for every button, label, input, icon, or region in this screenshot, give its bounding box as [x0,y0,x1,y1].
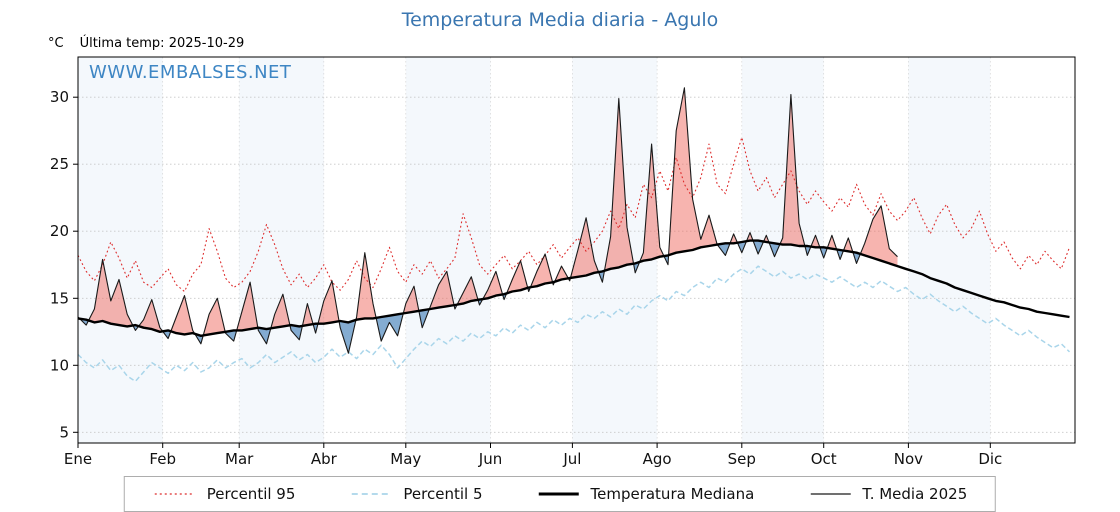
svg-text:Sep: Sep [728,450,756,468]
watermark: WWW.EMBALSES.NET [89,62,292,83]
legend-label-percentil95: Percentil 95 [206,485,296,503]
mediana-line-sample [538,492,579,496]
svg-text:Jul: Jul [562,450,581,468]
t-media-2025-line-sample [810,493,851,495]
legend-label-percentil5: Percentil 5 [403,485,483,503]
legend-item-mediana: Temperatura Mediana [536,485,754,503]
legend: Percentil 95 Percentil 5 Temperatura Med… [123,476,997,512]
svg-text:10: 10 [50,356,69,374]
percentil5-line-sample [351,493,392,495]
legend-item-percentil95: Percentil 95 [153,485,296,503]
svg-text:25: 25 [50,155,69,173]
chart-plot: 5 10 15 20 25 30 Ene Feb Mar Abr May Jun Jul Ago Sep Oc… [50,56,1076,468]
figure: 5 10 15 20 25 30 Ene Feb Mar Abr May Jun Jul Ago Sep Oc… [48,9,1076,512]
svg-text:15: 15 [50,289,69,307]
legend-item-t-media-2025: T. Media 2025 [808,485,967,503]
svg-text:Dic: Dic [978,450,1002,468]
svg-text:Mar: Mar [225,450,254,468]
svg-text:Oct: Oct [811,450,837,468]
svg-text:5: 5 [59,423,69,441]
svg-text:Nov: Nov [894,450,923,468]
y-axis-unit: °C [48,36,64,51]
last-temp-label: Última temp: 2025-10-29 [79,36,245,51]
svg-text:Abr: Abr [311,450,338,468]
subheader: °C Última temp: 2025-10-29 [48,36,244,51]
svg-text:Jun: Jun [478,450,502,468]
chart-title: Temperatura Media diaria - Agulo [401,9,719,31]
svg-text:30: 30 [50,88,69,106]
svg-text:Feb: Feb [149,450,176,468]
percentil95-line-sample [154,493,195,495]
svg-text:May: May [390,450,421,468]
legend-item-percentil5: Percentil 5 [349,485,482,503]
svg-text:20: 20 [50,222,69,240]
svg-text:Ago: Ago [643,450,672,468]
svg-text:Ene: Ene [64,450,92,468]
legend-label-mediana: Temperatura Mediana [590,485,755,503]
legend-label-t-media-2025: T. Media 2025 [862,485,968,503]
